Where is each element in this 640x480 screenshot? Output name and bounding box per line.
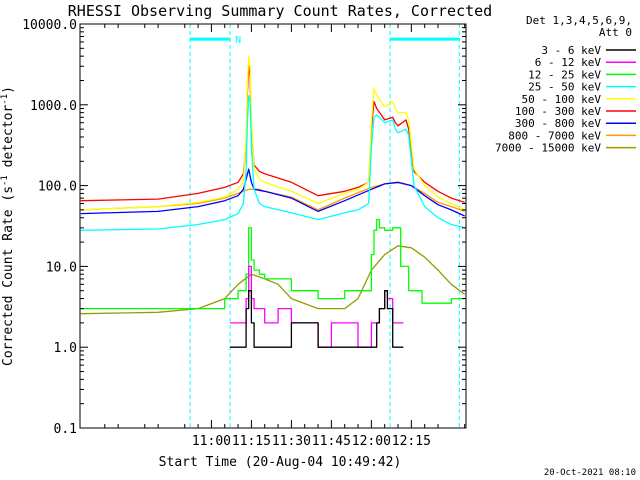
series-line-100-300-kev: [80, 65, 465, 204]
y-tick-label: 10.0: [46, 260, 77, 275]
series-line-25-50-kev: [80, 94, 465, 231]
x-axis-label: Start Time (20-Aug-04 10:49:42): [159, 455, 402, 470]
legend-label-3-6-kev: 3 - 6 keV: [541, 44, 601, 57]
legend-label-50-100-kev: 50 - 100 keV: [522, 93, 602, 106]
series-line-7000-15000-kev: [80, 245, 466, 315]
legend-label-800-7000-kev: 800 - 7000 keV: [508, 129, 601, 142]
series-line-3-6-kev: [230, 290, 404, 348]
legend-label-25-50-kev: 25 - 50 keV: [528, 81, 601, 94]
legend-label-300-800-kev: 300 - 800 keV: [515, 117, 601, 130]
legend-label-100-300-kev: 100 - 300 keV: [515, 105, 601, 118]
y-axis-label: Corrected Count Rate (s-1 detector-1): [0, 86, 16, 366]
series-lines: [80, 56, 466, 348]
y-label-sup2: -1: [0, 94, 10, 105]
legend-label-6-12-kev: 6 - 12 keV: [535, 56, 602, 69]
legend-header-line2: Att 0: [599, 26, 632, 39]
series-line-12-25-kev: [80, 218, 465, 310]
night-label: N: [235, 35, 241, 46]
y-tick-label: 1000.0: [30, 99, 77, 114]
x-tick-label: 11:30: [272, 434, 311, 449]
series-line-300-800-kev: [80, 168, 465, 217]
x-tick-label: 11:00: [192, 434, 231, 449]
legend-label-7000-15000-kev: 7000 - 15000 keV: [495, 142, 601, 155]
night-markers: N: [189, 24, 460, 428]
timestamp: 20-Oct-2021 08:10: [544, 468, 636, 478]
series-line-6-12-kev: [230, 265, 404, 348]
legend-label-12-25-kev: 12 - 25 keV: [528, 68, 601, 81]
chart-title: RHESSI Observing Summary Count Rates, Co…: [68, 2, 492, 20]
plot-frame: [79, 23, 467, 429]
y-tick-label: 100.0: [38, 180, 77, 195]
x-tick-label: 12:00: [352, 434, 391, 449]
legend-header-line1: Det 1,3,4,5,6,9,: [526, 14, 632, 27]
y-tick-label: 10000.0: [22, 18, 77, 33]
y-label-sup1: -1: [0, 175, 10, 186]
series-line-50-100-kev: [80, 56, 465, 211]
series-line-800-7000-kev: [80, 182, 465, 213]
y-tick-label: 0.1: [54, 422, 77, 437]
x-tick-label: 11:15: [232, 434, 271, 449]
y-tick-label: 1.0: [54, 341, 77, 356]
y-label-part3: ): [1, 86, 16, 94]
x-tick-label: 11:45: [312, 434, 351, 449]
y-axis-ticks: 10000.0 1000.0 100.0 10.0 1.0 0.1: [22, 18, 466, 437]
y-label-part1: Corrected Count Rate (s: [1, 186, 16, 366]
y-label-part2: detector: [1, 105, 16, 176]
x-tick-label: 12:15: [392, 434, 431, 449]
x-axis-ticks: 11:00 11:15 11:30 11:45 12:00 12:15: [104, 24, 466, 449]
